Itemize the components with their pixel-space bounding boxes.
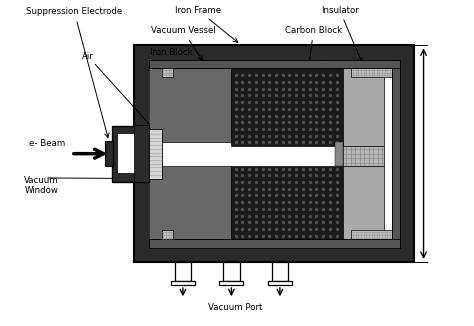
Bar [148,129,162,179]
Bar [343,68,383,146]
Bar [343,146,383,166]
Bar [351,230,392,240]
Text: Vacuum
Window: Vacuum Window [24,176,59,195]
Text: Insulator: Insulator [321,6,362,63]
Bar [118,134,148,173]
Bar [148,166,231,240]
Bar [105,141,113,166]
Bar [148,142,231,166]
Bar [171,281,195,285]
Bar [268,281,292,285]
Bar [175,262,191,281]
Bar [231,166,343,240]
Bar [231,68,343,146]
Bar [162,230,173,240]
Text: Vacuum Port: Vacuum Port [208,303,262,312]
Bar [148,60,400,248]
Bar [351,68,392,77]
Bar [392,60,400,248]
Text: Carbon Block: Carbon Block [285,26,342,142]
Bar [272,262,288,281]
Bar [148,240,400,248]
Bar [135,45,414,262]
Text: Iron Frame: Iron Frame [175,6,238,42]
Text: Iron Block: Iron Block [150,49,193,101]
Bar [335,142,343,166]
Bar [148,68,231,142]
Text: e- Beam: e- Beam [29,139,65,148]
Bar [112,126,148,182]
Bar [148,60,400,68]
Text: Vacuum Vessel: Vacuum Vessel [151,26,215,61]
Bar [223,262,240,281]
Bar [162,68,173,77]
Bar [219,281,243,285]
Bar [135,125,148,183]
Bar [148,60,400,68]
Bar [343,166,383,240]
Text: Suppression Electrode: Suppression Electrode [26,7,122,138]
Bar [392,60,400,248]
Text: Lead Block: Lead Block [298,60,361,104]
Text: Air: Air [82,52,94,61]
Bar [148,240,400,248]
